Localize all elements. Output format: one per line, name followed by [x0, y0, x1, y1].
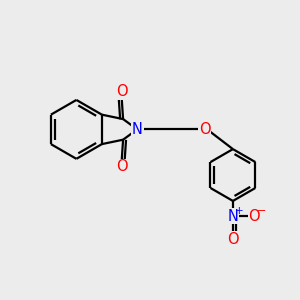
Text: −: − — [256, 206, 266, 216]
Text: N: N — [227, 209, 239, 224]
Text: N: N — [132, 122, 143, 137]
Text: O: O — [116, 159, 127, 174]
Text: O: O — [199, 122, 211, 137]
Text: O: O — [248, 209, 260, 224]
Text: +: + — [235, 206, 244, 216]
Text: O: O — [227, 232, 239, 247]
Text: O: O — [116, 85, 127, 100]
